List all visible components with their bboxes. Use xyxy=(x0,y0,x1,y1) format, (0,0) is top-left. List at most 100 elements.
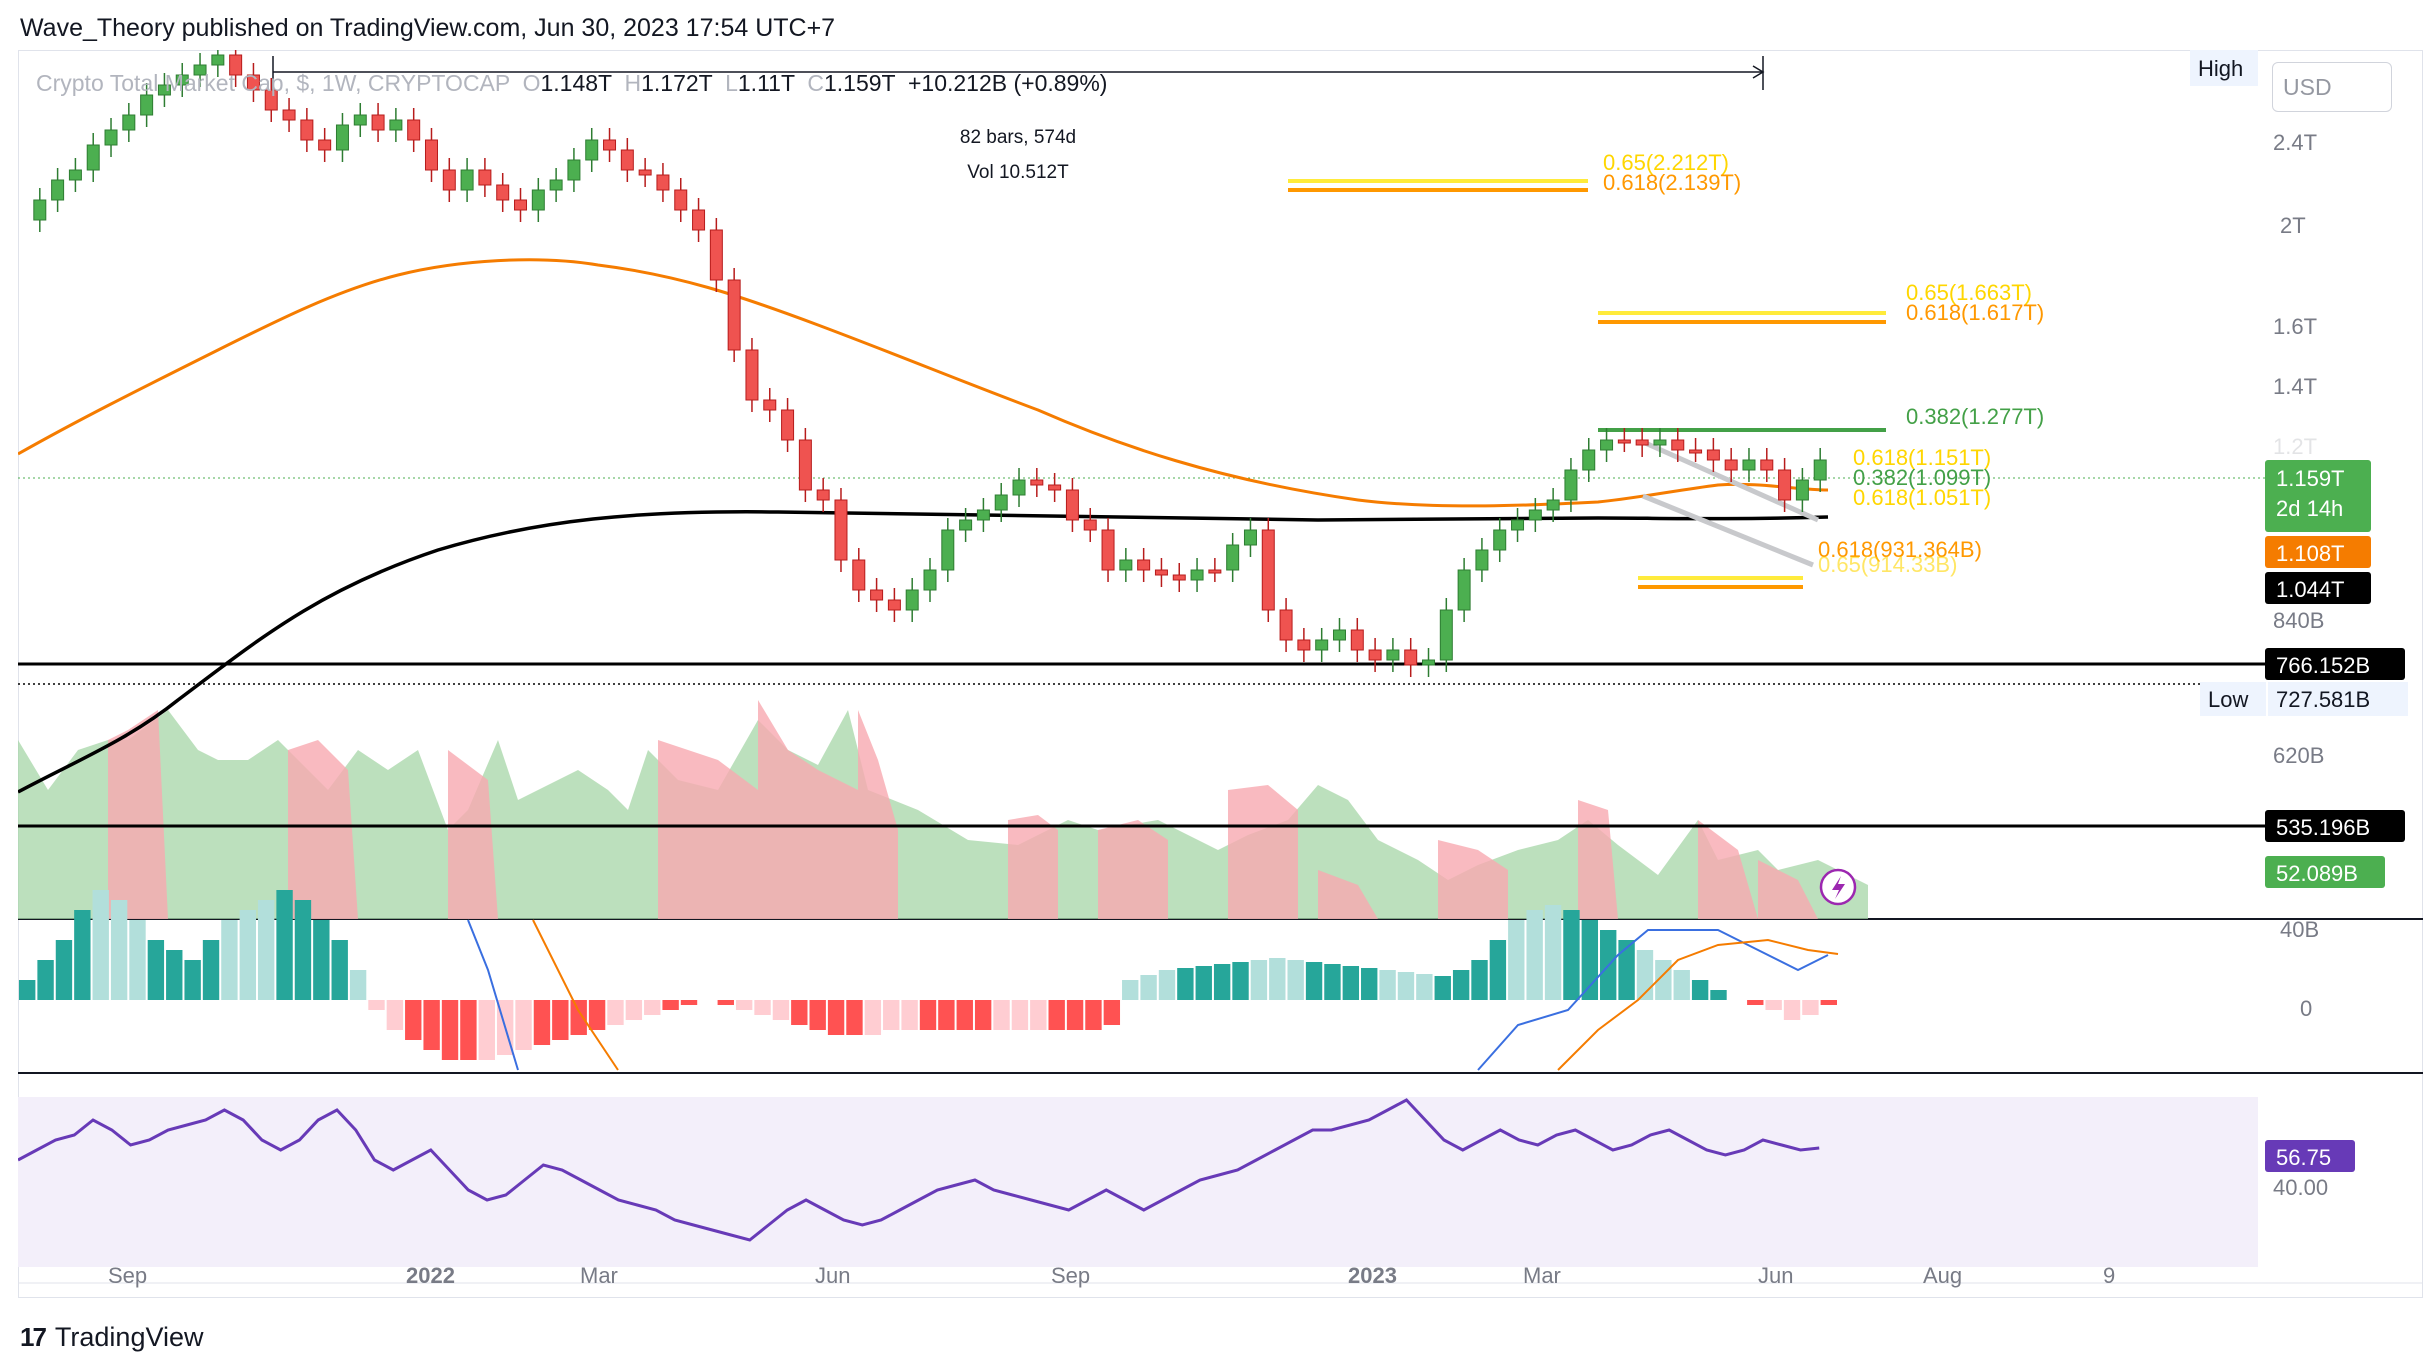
candle-body xyxy=(816,489,830,501)
currency-selector[interactable]: USD xyxy=(2272,62,2392,112)
macd-bar xyxy=(1397,972,1415,1000)
symbol-name: Crypto Total Market Cap, $, 1W, CRYPTOCA… xyxy=(36,70,510,96)
price-tick: 1.2T xyxy=(2273,434,2317,459)
candle-body xyxy=(1101,529,1115,571)
macd-bar xyxy=(423,1000,440,1050)
macd-bar xyxy=(1379,970,1396,1000)
macd-bar xyxy=(1434,976,1451,1000)
macd-bar xyxy=(147,940,165,1000)
candle-body xyxy=(531,189,545,211)
date-range-ruler[interactable] xyxy=(272,56,1765,90)
candle-body xyxy=(1706,449,1720,461)
candle-body xyxy=(834,499,848,561)
candle-body xyxy=(1368,649,1382,661)
tradingview-logo[interactable]: 17 TradingView xyxy=(20,1322,204,1353)
macd-bar xyxy=(1140,975,1157,1000)
candle-body xyxy=(1137,559,1151,571)
ruler-bars-label: 82 bars, 574d xyxy=(960,127,1076,148)
price-badges: High 1.159T 2d 14h 1.108T 1.044T 766.152… xyxy=(2190,50,2408,1172)
time-axis[interactable]: Sep 2022 Mar Jun Sep 2023 Mar Jun Aug 9 xyxy=(108,1263,2115,1288)
candle-body xyxy=(157,84,171,96)
macd-bar xyxy=(405,1000,422,1040)
macd-bar xyxy=(625,1000,643,1020)
macd-bar xyxy=(735,1000,753,1010)
price-tick: 2T xyxy=(2280,213,2306,238)
macd-bar xyxy=(478,1000,495,1060)
macd-bar xyxy=(1305,962,1323,1000)
price-tick: 1.4T xyxy=(2273,374,2317,399)
fib-label: 0.382(1.099T) xyxy=(1853,465,1991,490)
macd-bar xyxy=(1783,1000,1801,1020)
candle-body xyxy=(798,439,812,491)
macd-bar xyxy=(1122,980,1139,1000)
candle-body xyxy=(1332,629,1346,641)
macd-bar xyxy=(55,940,73,1000)
macd-bar xyxy=(1563,910,1580,1000)
candle-body xyxy=(1012,479,1026,496)
price-tick: 40B xyxy=(2280,917,2319,942)
candle-body xyxy=(674,189,688,211)
macd-pane xyxy=(19,890,1837,1060)
candle-body xyxy=(852,559,866,591)
candle-body xyxy=(318,139,332,151)
macd-bar xyxy=(791,1000,808,1025)
macd-bar xyxy=(1103,1000,1121,1025)
candle-body xyxy=(1653,439,1667,446)
candle-body xyxy=(496,184,510,201)
candle-body xyxy=(1172,574,1186,581)
macd-bar xyxy=(570,1000,587,1035)
flash-icon[interactable] xyxy=(1819,868,1857,906)
candle-body xyxy=(887,599,901,611)
macd-bar xyxy=(1213,964,1231,1000)
candle-body xyxy=(1760,459,1774,471)
time-tick: Aug xyxy=(1923,1263,1962,1288)
macd-bar xyxy=(276,890,293,1000)
macd-bar xyxy=(1471,960,1488,1000)
macd-signal-line xyxy=(1557,938,1839,1071)
price-axis[interactable]: 2.4T 2T 1.6T 1.4T 1.2T 840B 620B 40B 0 4… xyxy=(2273,130,2328,1200)
candle-body xyxy=(193,64,207,76)
candle-body xyxy=(246,74,260,91)
macd-bar xyxy=(533,1000,551,1045)
macd-bar xyxy=(588,1000,606,1030)
macd-bar xyxy=(1747,1000,1764,1005)
macd-bar xyxy=(754,1000,771,1015)
macd-bar xyxy=(1011,1000,1029,1030)
candle-body xyxy=(1689,449,1703,454)
volume-area xyxy=(18,700,1868,919)
fib-label: 0.618(1.617T) xyxy=(1906,300,2044,325)
rsi-badge: 56.75 xyxy=(2276,1145,2331,1170)
macd-bar xyxy=(129,920,146,1000)
macd-bar xyxy=(74,910,91,1000)
symbol-legend[interactable]: Crypto Total Market Cap, $, 1W, CRYPTOCA… xyxy=(36,70,1108,96)
chart-area[interactable]: 0.65(2.212T) 0.618(2.139T) 0.65(1.663T) … xyxy=(18,50,2423,1298)
macd-bar xyxy=(1526,910,1543,1000)
macd-bar xyxy=(772,1000,790,1020)
candle-body xyxy=(389,119,403,131)
candle-body xyxy=(1635,439,1649,446)
candle-body xyxy=(923,569,937,591)
macd-bar xyxy=(19,980,36,1000)
candle-body xyxy=(1439,609,1453,661)
macd-bar xyxy=(1342,966,1360,1000)
candle-body xyxy=(656,174,670,191)
candle-body xyxy=(211,54,225,66)
macd-bar xyxy=(1691,980,1709,1000)
macd-bar xyxy=(1195,966,1212,1000)
candle-body xyxy=(104,129,118,146)
macd-bar xyxy=(993,1000,1010,1030)
candle-body xyxy=(1261,529,1275,611)
candle-body xyxy=(1243,529,1257,546)
candlestick-series[interactable] xyxy=(33,50,1827,677)
macd-bar xyxy=(221,920,238,1000)
macd-bar xyxy=(313,920,330,1000)
candle-body xyxy=(371,114,385,131)
macd-bar xyxy=(1177,968,1194,1000)
candle-body xyxy=(442,169,456,191)
macd-bar xyxy=(1710,990,1727,1000)
macd-bar xyxy=(1048,1000,1065,1030)
macd-bar xyxy=(662,1000,679,1010)
candle-body xyxy=(478,169,492,186)
fib-levels[interactable] xyxy=(1288,179,1886,589)
support-badge: 535.196B xyxy=(2276,815,2370,840)
